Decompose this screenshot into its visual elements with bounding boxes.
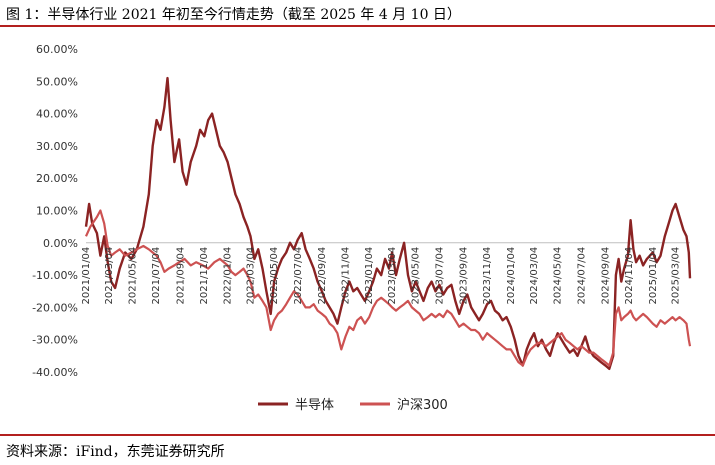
x-tick-label: 2022/09/04 bbox=[317, 247, 328, 305]
y-tick-label: 20.00% bbox=[36, 172, 78, 185]
series-layer bbox=[84, 76, 692, 370]
y-tick-label: -40.00% bbox=[32, 366, 78, 379]
x-tick-label: 2023/03/04 bbox=[387, 247, 398, 305]
y-tick-label: 40.00% bbox=[36, 108, 78, 121]
y-axis: 60.00% 50.00% 40.00% 30.00% 20.00% 10.00% 0.00… bbox=[32, 43, 78, 379]
x-tick-label: 2024/11/04 bbox=[624, 247, 635, 305]
x-tick-label: 2022/01/04 bbox=[223, 247, 234, 305]
title-rule bbox=[0, 25, 715, 27]
y-tick-label: -30.00% bbox=[32, 334, 78, 347]
x-axis: 2021/01/04 2021/03/04 2021/05/04 2021/07/04… bbox=[81, 247, 682, 305]
series-line-2 bbox=[84, 209, 692, 367]
x-tick-label: 2022/11/04 bbox=[341, 247, 352, 305]
x-tick-label: 2021/03/04 bbox=[104, 247, 115, 305]
x-tick-label: 2024/07/04 bbox=[576, 247, 587, 305]
series-line-1 bbox=[84, 76, 692, 370]
x-tick-label: 2021/01/04 bbox=[81, 247, 92, 305]
y-tick-label: -20.00% bbox=[32, 301, 78, 314]
y-tick-label: 30.00% bbox=[36, 140, 78, 153]
x-tick-label: 2021/11/04 bbox=[199, 247, 210, 305]
chart: 60.00% 50.00% 40.00% 30.00% 20.00% 10.00% 0.00… bbox=[32, 43, 692, 413]
x-tick-label: 2025/01/04 bbox=[648, 247, 659, 305]
legend-label-2: 沪深300 bbox=[397, 397, 448, 413]
y-tick-label: 0.00% bbox=[43, 237, 78, 250]
x-tick-label: 2021/07/04 bbox=[151, 247, 162, 305]
y-tick-label: 50.00% bbox=[36, 75, 78, 88]
x-tick-label: 2023/05/04 bbox=[411, 247, 422, 305]
x-tick-label: 2024/09/04 bbox=[600, 247, 611, 305]
figure-title: 图 1：半导体行业 2021 年初至今行情走势（截至 2025 年 4 月 10… bbox=[6, 7, 461, 23]
x-tick-label: 2021/05/04 bbox=[128, 247, 139, 305]
legend-label-1: 半导体 bbox=[295, 398, 334, 413]
x-tick-label: 2021/09/04 bbox=[175, 247, 186, 305]
y-tick-label: 60.00% bbox=[36, 43, 78, 56]
x-tick-label: 2023/09/04 bbox=[459, 247, 470, 305]
x-tick-label: 2024/03/04 bbox=[529, 247, 540, 305]
x-tick-label: 2022/05/04 bbox=[269, 247, 280, 305]
y-tick-label: -10.00% bbox=[32, 269, 78, 282]
x-tick-label: 2022/03/04 bbox=[246, 247, 257, 305]
x-tick-label: 2023/07/04 bbox=[434, 247, 445, 305]
source-rule bbox=[0, 434, 715, 436]
x-tick-label: 2023/01/04 bbox=[364, 247, 375, 305]
x-tick-label: 2024/01/04 bbox=[506, 247, 517, 305]
x-tick-label: 2024/05/04 bbox=[553, 247, 564, 305]
source-note: 资料来源：iFind，东莞证券研究所 bbox=[6, 444, 225, 460]
x-tick-label: 2023/11/04 bbox=[482, 247, 493, 305]
legend: 半导体 沪深300 bbox=[258, 397, 448, 413]
x-tick-label: 2022/07/04 bbox=[293, 247, 304, 305]
y-tick-label: 10.00% bbox=[36, 205, 78, 218]
x-tick-label: 2025/03/04 bbox=[671, 247, 682, 305]
